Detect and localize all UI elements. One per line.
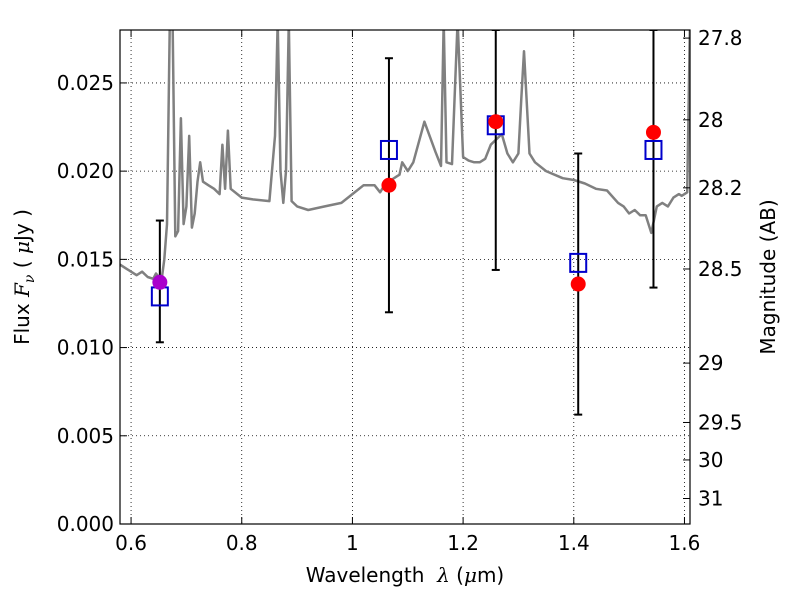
circle-marker-2 (488, 114, 504, 130)
circle-marker-1 (381, 177, 397, 193)
right-axis-label: Magnitude (AB) (756, 199, 780, 354)
y-tick-label-4: 0.020 (57, 159, 114, 183)
circle-marker-3 (570, 276, 586, 292)
x-tick-label-4: 1.4 (558, 531, 590, 555)
plot-background (120, 30, 690, 524)
y-axis-label-unit-open: ( (10, 254, 34, 275)
right-tick-label-7: 31 (698, 486, 723, 510)
square-marker-1 (379, 139, 398, 160)
y-axis-label-unit-mu: μ (10, 241, 34, 254)
x-axis-label-unit-close: m) (477, 563, 504, 587)
x-axis-label-unit-open: ( (450, 563, 464, 587)
circle-marker-layer (152, 114, 661, 292)
x-axis-label: Wavelength λ (μm) (306, 563, 505, 587)
grid (120, 30, 690, 524)
right-tick-label-5: 29.5 (698, 410, 743, 434)
y-tick-label-0: 0.000 (57, 512, 114, 536)
x-tick-label-2: 1 (346, 531, 359, 555)
plot-frame (119, 29, 691, 525)
x-tick-label-3: 1.2 (447, 531, 479, 555)
y-axis-label-prefix: Flux (10, 297, 34, 345)
y-axis-label-subscript: ν (22, 274, 38, 283)
x-axis-label-unit-mu: μ (464, 563, 477, 587)
right-tick-label-0: 27.8 (698, 26, 743, 50)
right-tick-label-3: 28.5 (698, 257, 743, 281)
y-tick-label-3: 0.015 (57, 247, 114, 271)
y-axis-label-symbol: F (10, 282, 34, 298)
x-tick-label-0: 0.6 (115, 531, 147, 555)
y-tick-label-5: 0.025 (57, 71, 114, 95)
x-axis-label-symbol: λ (436, 563, 450, 587)
x-tick-label-5: 1.6 (669, 531, 701, 555)
right-tick-label-6: 30 (698, 448, 723, 472)
y-axis-label: Flux Fν ( μJy ) (10, 209, 38, 345)
square-marker-3 (569, 252, 588, 273)
ticks: 0.6 0.8 1 1.2 1.4 1.6 0.000 0.005 0.010 0.015 0.02… (57, 26, 743, 555)
right-tick-label-4: 29 (698, 351, 723, 375)
circle-marker-0 (152, 274, 168, 290)
right-tick-label-1: 28 (698, 108, 723, 132)
x-tick-label-1: 0.8 (226, 531, 258, 555)
y-tick-label-2: 0.010 (57, 336, 114, 360)
right-tick-label-2: 28.2 (698, 176, 743, 200)
circle-marker-4 (645, 124, 661, 140)
x-axis-label-prefix: Wavelength (306, 563, 437, 587)
y-tick-label-1: 0.005 (57, 424, 114, 448)
square-marker-4 (644, 139, 663, 160)
y-axis-label-unit-close: Jy ) (10, 209, 34, 243)
